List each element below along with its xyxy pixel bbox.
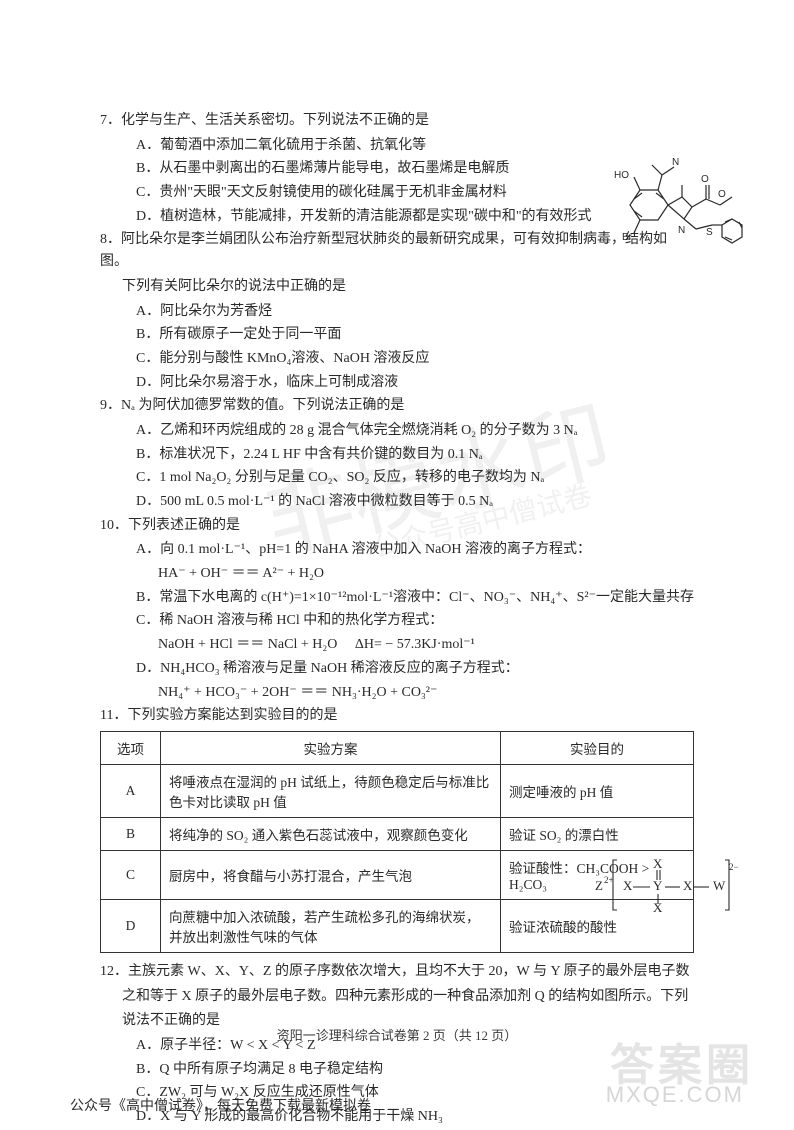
cell-opt: C xyxy=(101,850,161,899)
table-row: B 将纯净的 SO₂ 通入紫色石蕊试液中，观察颜色变化 验证 SO₂ 的漂白性 xyxy=(101,817,694,850)
svg-text:N: N xyxy=(672,157,679,168)
svg-text:W: W xyxy=(713,878,726,893)
q10-optC: C．稀 NaOH 溶液与稀 HCl 中和的热化学方程式： xyxy=(100,610,694,632)
q9-stem: 9．Nₐ 为阿伏加德罗常数的值。下列说法正确的是 xyxy=(100,395,694,417)
th-option: 选项 xyxy=(101,731,161,764)
svg-text:2−: 2− xyxy=(729,862,739,872)
table-row: A 将唾液点在湿润的 pH 试纸上，待颜色稳定后与标准比色卡对比读取 pH 值 … xyxy=(101,764,694,817)
bottom-note: 公众号《高中僧试卷》，每天免费下载最新模拟卷 xyxy=(70,1095,371,1115)
svg-text:N: N xyxy=(678,225,685,236)
q8-optD: D．阿比朵尔易溶于水，临床上可制成溶液 xyxy=(100,372,694,394)
svg-text:S: S xyxy=(706,227,713,238)
svg-text:Z: Z xyxy=(595,878,603,893)
cell-opt: D xyxy=(101,899,161,952)
q10-optB: B．常温下水电离的 c(H⁺)=1×10⁻¹²mol·L⁻¹溶液中：Cl⁻、NO… xyxy=(100,587,694,609)
cell-opt: A xyxy=(101,764,161,817)
table-header-row: 选项 实验方案 实验目的 xyxy=(101,731,694,764)
q12-stem1: 12．主族元素 W、X、Y、Z 的原子序数依次增大，且均不大于 20，W 与 Y… xyxy=(100,961,694,983)
q8-structure-diagram: HO Br N N O O S xyxy=(600,145,750,270)
svg-text:X: X xyxy=(623,878,633,893)
svg-text:X: X xyxy=(683,878,693,893)
q9-optB: B．标准状况下，2.24 L HF 中含有共价键的数目为 0.1 Nₐ xyxy=(100,444,694,466)
svg-text:HO: HO xyxy=(614,170,629,181)
q10-optA-eqn: HA⁻ + OH⁻ ＝＝ A²⁻ + H₂O xyxy=(100,563,694,585)
q9-optA: A．乙烯和环丙烷组成的 28 g 混合气体完全燃烧消耗 O₂ 的分子数为 3 N… xyxy=(100,420,694,442)
q11-stem: 11．下列实验方案能达到实验目的的是 xyxy=(100,705,694,727)
cell-plan: 厨房中，将食醋与小苏打混合，产生气泡 xyxy=(161,850,501,899)
q9-optD: D．500 mL 0.5 mol·L⁻¹ 的 NaCl 溶液中微粒数目等于 0.… xyxy=(100,491,694,513)
q10-optD: D．NH₄HCO₃ 稀溶液与足量 NaOH 稀溶液反应的离子方程式： xyxy=(100,658,694,680)
svg-text:2+: 2+ xyxy=(604,875,614,885)
cell-opt: B xyxy=(101,817,161,850)
th-plan: 实验方案 xyxy=(161,731,501,764)
q8-optC: C．能分别与酸性 KMnO₄溶液、NaOH 溶液反应 xyxy=(100,348,694,370)
th-goal: 实验目的 xyxy=(501,731,694,764)
svg-text:Br: Br xyxy=(622,232,633,243)
cell-goal: 验证 SO₂ 的漂白性 xyxy=(501,817,694,850)
svg-text:O: O xyxy=(718,189,726,200)
answer-stamp-url: MXQE.COM xyxy=(606,1082,744,1108)
cell-goal: 测定唾液的 pH 值 xyxy=(501,764,694,817)
q9-optC: C．1 mol Na₂O₂ 分别与足量 CO₂、SO₂ 反应，转移的电子数均为 … xyxy=(100,467,694,489)
q8-optB: B．所有碳原子一定处于同一平面 xyxy=(100,324,694,346)
q12-structure-diagram: Z2+ X Y X X X W 2− xyxy=(595,850,735,925)
q7-stem: 7．化学与生产、生活关系密切。下列说法不正确的是 xyxy=(100,110,694,132)
q10-optC-eqn: NaOH + HCl ＝＝ NaCl + H₂O ΔH= − 57.3KJ·mo… xyxy=(100,634,694,656)
q10-optA: A．向 0.1 mol·L⁻¹、pH=1 的 NaHA 溶液中加入 NaOH 溶… xyxy=(100,539,694,561)
cell-plan: 将唾液点在湿润的 pH 试纸上，待颜色稳定后与标准比色卡对比读取 pH 值 xyxy=(161,764,501,817)
svg-text:Y: Y xyxy=(653,878,663,893)
cell-plan: 将纯净的 SO₂ 通入紫色石蕊试液中，观察颜色变化 xyxy=(161,817,501,850)
q12-optB: B．Q 中所有原子均满足 8 电子稳定结构 xyxy=(100,1059,694,1081)
q8-stem2: 下列有关阿比朵尔的说法中正确的是 xyxy=(100,276,694,298)
q10-stem: 10．下列表述正确的是 xyxy=(100,515,694,537)
q12-stem2: 之和等于 X 原子的最外层电子数。四种元素形成的一种食品添加剂 Q 的结构如图所… xyxy=(100,986,694,1008)
svg-text:O: O xyxy=(701,174,709,185)
q8-optA: A．阿比朵尔为芳香烃 xyxy=(100,301,694,323)
cell-plan: 向蔗糖中加入浓硫酸，若产生疏松多孔的海绵状炭，并放出刺激性气味的气体 xyxy=(161,899,501,952)
svg-text:X: X xyxy=(653,856,663,871)
q10-optD-eqn: NH₄⁺ + HCO₃⁻ + 2OH⁻ ＝＝ NH₃·H₂O + CO₃²⁻ xyxy=(100,682,694,704)
